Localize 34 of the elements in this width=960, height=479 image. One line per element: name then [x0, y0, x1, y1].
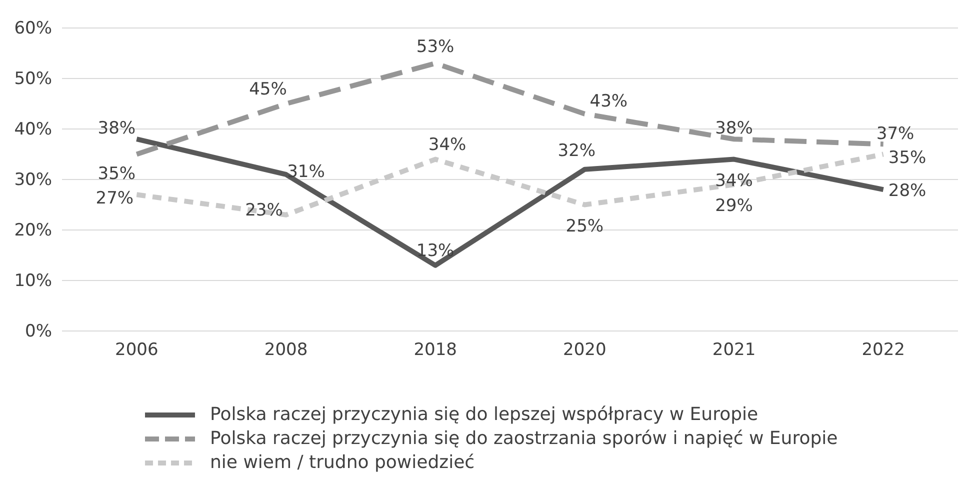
data-label: 38%: [98, 118, 136, 139]
data-label: 27%: [96, 188, 134, 208]
x-tick-label: 2018: [414, 340, 457, 360]
data-label: 23%: [245, 200, 283, 221]
legend-label: Polska raczej przyczynia się do zaostrzania sporów i napięć w Europie: [210, 428, 838, 449]
data-label: 32%: [558, 141, 596, 162]
data-label: 37%: [876, 124, 914, 144]
data-label: 31%: [287, 162, 325, 182]
y-tick-label: 30%: [14, 170, 52, 190]
data-label: 25%: [566, 216, 604, 236]
data-label: 35%: [98, 164, 136, 184]
x-tick-label: 2008: [264, 340, 308, 360]
y-tick-label: 0%: [25, 321, 52, 342]
x-tick-label: 2006: [115, 340, 158, 360]
x-tick-label: 2020: [563, 340, 606, 360]
legend-label: Polska raczej przyczynia się do lepszej współpracy w Europie: [210, 404, 758, 425]
data-label: 35%: [888, 148, 926, 168]
x-tick-label: 2022: [862, 340, 905, 360]
data-label: 28%: [888, 181, 926, 202]
data-label: 34%: [428, 134, 466, 155]
y-tick-label: 10%: [14, 270, 52, 291]
data-label: 43%: [590, 91, 628, 112]
y-tick-label: 60%: [14, 18, 52, 38]
data-label: 53%: [416, 36, 454, 58]
data-label: 13%: [416, 240, 454, 262]
x-tick-label: 2021: [712, 340, 756, 360]
y-tick-label: 40%: [14, 119, 52, 140]
y-tick-label: 20%: [14, 220, 52, 240]
data-label: 45%: [249, 79, 287, 100]
legend-label: nie wiem / trudno powiedzieć: [210, 452, 475, 473]
data-label: 38%: [715, 118, 753, 139]
y-tick-label: 50%: [14, 68, 52, 89]
data-label: 34%: [715, 170, 753, 191]
data-label: 29%: [715, 196, 753, 216]
